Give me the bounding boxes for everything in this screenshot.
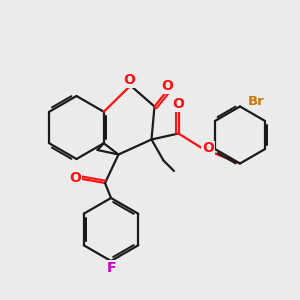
Text: O: O <box>202 142 214 155</box>
Text: F: F <box>106 261 116 274</box>
Text: O: O <box>172 97 184 111</box>
Text: O: O <box>69 171 81 185</box>
Text: O: O <box>161 80 173 93</box>
Text: Br: Br <box>248 94 264 108</box>
Text: O: O <box>123 74 135 87</box>
